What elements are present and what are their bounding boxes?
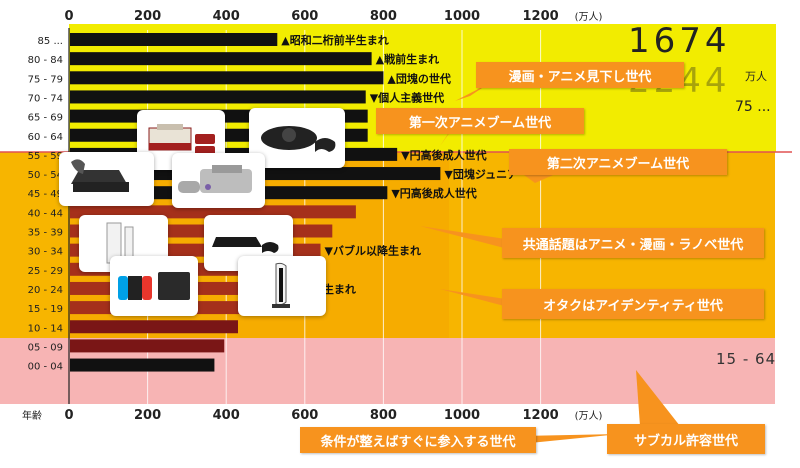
unit-label-top: (万人) <box>575 11 603 23</box>
youth-range-label: 15 - 64 <box>716 350 776 368</box>
generation-label: ▼バブル以降生まれ <box>325 244 421 258</box>
category-label: 80 - 84 <box>28 55 63 66</box>
generation-label: ▼団塊ジュニア <box>444 167 518 181</box>
mega-drive-console-image <box>249 108 345 168</box>
callout-ready-to-join: 条件が整えばすぐに参入する世代 <box>300 427 536 453</box>
callout-pointer <box>520 434 620 444</box>
category-label: 00 - 04 <box>28 362 63 373</box>
category-label: 30 - 34 <box>28 247 63 258</box>
category-label: 65 - 69 <box>28 113 63 124</box>
x-tick-label-top: 800 <box>370 9 397 24</box>
callout-pointer <box>636 370 680 426</box>
x-tick-label-bottom: 400 <box>213 408 240 423</box>
age-header: 年齢 <box>22 409 42 422</box>
callout-subculture-tolerant: サブカル許容世代 <box>607 424 765 454</box>
callout-common-topic: 共通話題はアニメ・漫画・ラノベ世代 <box>502 228 764 258</box>
super-famicom-console-image <box>172 153 265 208</box>
bar <box>70 52 372 66</box>
category-label: 85 ... <box>38 36 63 47</box>
nintendo-64-console-image <box>59 152 154 206</box>
category-label: 55 - 59 <box>28 151 63 162</box>
x-tick-label-bottom: 1200 <box>523 408 559 423</box>
callout-first-anime-boom: 第一次アニメブーム世代 <box>376 108 584 134</box>
x-tick-label-top: 0 <box>64 9 73 24</box>
x-tick-label-top: 1000 <box>444 9 480 24</box>
x-tick-label-bottom: 0 <box>64 408 73 423</box>
nintendo-64-icon <box>71 159 129 192</box>
generation-label: ▼円高後成人世代 <box>401 148 486 162</box>
playstation-5-console-image <box>238 256 326 316</box>
category-label: 75 - 79 <box>28 74 63 85</box>
super-famicom-icon <box>178 165 252 193</box>
x-tick-label-top: 400 <box>213 9 240 24</box>
elderly-total-value: 1674 <box>628 21 731 61</box>
callout-pointer <box>455 84 488 101</box>
bar <box>70 33 278 46</box>
category-label: 15 - 19 <box>28 304 63 315</box>
famicom-icon <box>148 124 215 156</box>
playstation-5-icon <box>272 262 290 308</box>
callout-manga-anime-look-down: 漫画・アニメ見下し世代 <box>476 62 684 88</box>
category-label: 50 - 54 <box>28 170 63 181</box>
x-tick-label-top: 600 <box>291 9 318 24</box>
callout-pointer <box>440 289 512 308</box>
category-label: 25 - 29 <box>28 266 63 277</box>
generation-label: ▲昭和二桁前半生まれ <box>281 33 388 47</box>
bar <box>70 358 215 372</box>
callout-second-anime-boom: 第二次アニメブーム世代 <box>509 149 727 175</box>
category-label: 40 - 44 <box>28 208 63 219</box>
bar <box>70 71 384 85</box>
x-tick-label-top: 200 <box>134 9 161 24</box>
category-label: 70 - 74 <box>28 93 63 104</box>
category-label: 10 - 14 <box>28 323 63 334</box>
bar <box>70 90 366 104</box>
callout-otaku-identity: オタクはアイデンティティ世代 <box>502 289 764 319</box>
mega-drive-icon <box>261 126 336 152</box>
x-tick-label-top: 1200 <box>523 9 559 24</box>
generation-label: ▼円高後成人世代 <box>391 186 476 200</box>
category-label: 35 - 39 <box>28 228 63 239</box>
category-label: 20 - 24 <box>28 285 63 296</box>
callout-pointer <box>440 132 450 146</box>
bar <box>70 320 238 334</box>
x-tick-label-bottom: 1000 <box>444 408 480 423</box>
category-label: 60 - 64 <box>28 132 63 143</box>
category-label: 45 - 49 <box>28 189 63 200</box>
nintendo-switch-icon <box>118 272 190 300</box>
nintendo-switch-console-image <box>110 256 198 316</box>
generation-label: ▲団塊の世代 <box>387 71 450 85</box>
elderly-total-unit: 万人 <box>745 70 767 83</box>
category-label: 05 - 09 <box>28 342 63 353</box>
callout-pointer <box>420 226 512 250</box>
x-tick-label-bottom: 200 <box>134 408 161 423</box>
unit-label-bottom: (万人) <box>575 410 603 422</box>
playstation-3-icon <box>212 237 279 253</box>
generation-label: ▼個人主義世代 <box>370 90 444 104</box>
x-tick-label-bottom: 800 <box>370 408 397 423</box>
generation-label: ▲戦前生まれ <box>376 52 439 66</box>
bar <box>70 339 225 353</box>
playstation-3-console-image <box>204 215 293 271</box>
x-tick-label-bottom: 600 <box>291 408 318 423</box>
elderly-range-label: 75 ... <box>735 99 771 115</box>
